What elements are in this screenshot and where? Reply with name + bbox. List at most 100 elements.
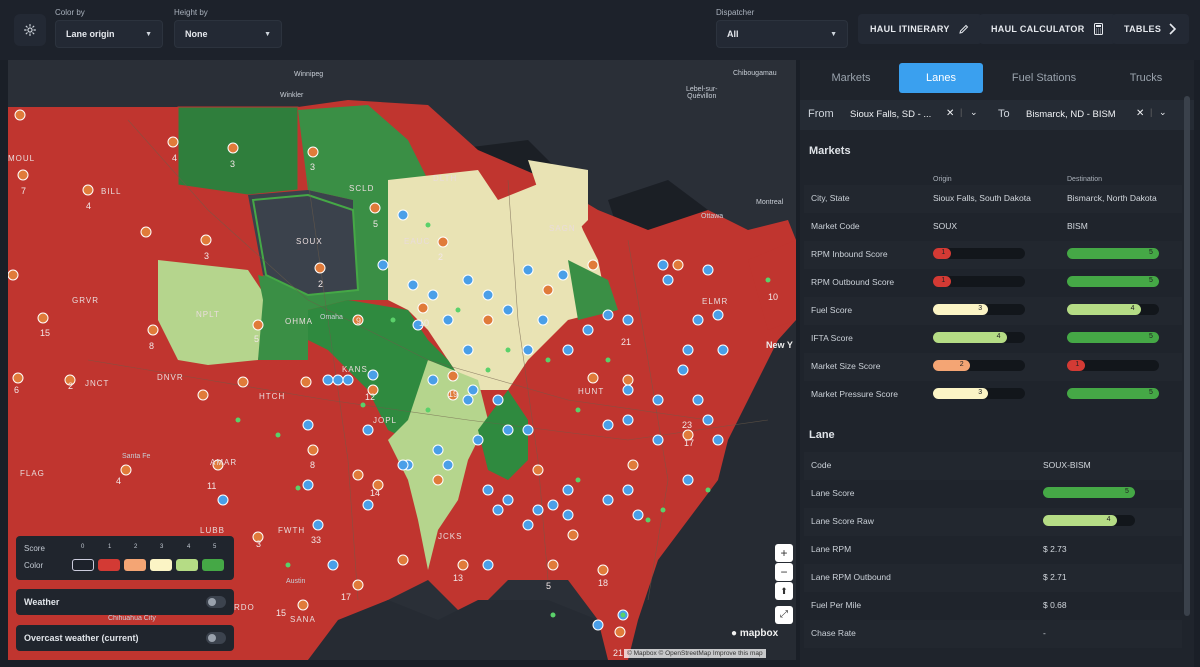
clear-to-icon[interactable]: ✕ [1136, 108, 1145, 119]
region-label: OHMA [285, 317, 313, 326]
dispatcher-select[interactable]: All ▼ [716, 20, 848, 48]
marker-count: 12 [365, 392, 376, 402]
clear-from-icon[interactable]: ✕ [946, 108, 955, 119]
city-winnipeg: Winnipeg [294, 71, 324, 78]
to-label: To [998, 108, 1010, 120]
score-number: 5 [1149, 249, 1153, 256]
score-number: 4 [1130, 305, 1135, 312]
chevron-down-icon[interactable]: ⌄ [970, 107, 978, 117]
height-by-value: None [185, 29, 208, 39]
row-label: RPM Inbound Score [811, 249, 888, 259]
compass-button[interactable]: ⬆ [775, 582, 793, 600]
city-omaha: Omaha [320, 314, 343, 321]
marker-count: 23 [682, 420, 693, 430]
score-number: 1 [1075, 361, 1080, 368]
tab-trucks[interactable]: Trucks [1129, 72, 1163, 84]
color-by-control: Color by Lane origin ▼ [55, 8, 163, 48]
score-number: 5 [1149, 277, 1153, 284]
haul-calculator-button[interactable]: HAUL CALCULATOR [979, 14, 1116, 44]
marker-count: 33 [311, 535, 322, 545]
weather-toggle[interactable] [206, 596, 226, 608]
marker-count: 21 [621, 337, 632, 347]
chevron-down-icon[interactable]: ⌄ [1159, 107, 1167, 117]
tables-label: TABLES [1124, 24, 1162, 34]
origin-value: SOUX [933, 221, 958, 231]
marker-count: 19 [448, 389, 459, 399]
mapbox-icon: ● [731, 628, 738, 639]
score-fill [933, 304, 989, 315]
dispatcher-label: Dispatcher [716, 8, 755, 17]
settings-button[interactable] [14, 14, 46, 46]
color-by-select[interactable]: Lane origin ▼ [55, 20, 163, 48]
region-label: GRVR [72, 296, 99, 305]
origin-header: Origin [933, 176, 952, 183]
score-label: Score [24, 544, 45, 553]
color-by-value: Lane origin [66, 29, 115, 39]
map-attribution[interactable]: © Mapbox © OpenStreetMap Improve this ma… [624, 649, 766, 658]
color-swatch-5 [202, 559, 224, 571]
lane-row-label: Fuel Per Mile [811, 600, 862, 610]
gear-icon [24, 24, 36, 36]
score-number: 5 [1125, 488, 1129, 495]
marker-count: 4 [116, 476, 122, 486]
marker-count: 13 [453, 573, 464, 583]
lane-row-value: $ 0.68 [1043, 600, 1067, 610]
marker-count: 5 [373, 219, 379, 229]
color-swatch-1 [98, 559, 120, 571]
city-chibougamau: Chibougamau [733, 70, 777, 77]
marker-count: 4 [86, 201, 92, 211]
marker-count: 4 [172, 153, 178, 163]
score-number: 3 [978, 389, 983, 396]
to-select[interactable]: Bismarck, ND - BISM [1026, 109, 1116, 120]
score-number: 2 [959, 361, 964, 368]
city-lebel: Lebel-sur- Quévillon [686, 86, 718, 100]
lane-section-title: Lane [809, 429, 835, 441]
marker-count: 2 [318, 279, 324, 289]
score-fill [933, 332, 1007, 343]
pencil-icon [959, 24, 968, 34]
region-label: EAUC [404, 237, 431, 246]
fullscreen-button[interactable]: ⤢ [775, 606, 793, 624]
color-by-label: Color by [55, 8, 85, 17]
region-label: MOUL [8, 154, 36, 163]
haul-itinerary-button[interactable]: HAUL ITINERARY [858, 14, 982, 44]
destination-score-bar: 5 [1067, 332, 1159, 343]
height-by-select[interactable]: None ▼ [174, 20, 282, 48]
score-fill [933, 360, 970, 371]
lane-row-label: Code [811, 460, 832, 470]
top-toolbar: Color by Lane origin ▼ Height by None ▼ … [0, 0, 1200, 60]
zoom-out-button[interactable]: − [775, 563, 793, 581]
truck-markers [217, 209, 729, 631]
marker-count: 15 [40, 328, 51, 338]
panel-scrollbar[interactable] [1184, 96, 1190, 616]
chevron-right-icon [1169, 23, 1177, 35]
city-ottawa: Ottawa [701, 213, 724, 220]
overcast-row: Overcast weather (current) [16, 625, 234, 651]
chevron-down-icon: ▼ [264, 30, 271, 38]
overcast-toggle[interactable] [206, 632, 226, 644]
tab-fuel-stations[interactable]: Fuel Stations [1011, 72, 1077, 84]
color-swatch-4 [176, 559, 198, 571]
score-fill [1067, 304, 1141, 315]
tables-button[interactable]: TABLES [1112, 14, 1190, 44]
fullscreen-icon: ⤢ [780, 609, 788, 620]
region-label: DNVR [157, 373, 184, 382]
region-label: JOPL [373, 416, 398, 425]
marker-count: 8 [310, 460, 316, 470]
score-value: 1 [108, 544, 112, 550]
score-value: 2 [134, 544, 138, 550]
row-label: Market Pressure Score [811, 389, 898, 399]
score-fill [1043, 515, 1117, 526]
zoom-in-button[interactable]: + [775, 544, 793, 562]
tab-lanes[interactable]: Lanes [899, 63, 983, 93]
tab-markets[interactable]: Markets [831, 72, 871, 84]
marker-count: 2 [68, 381, 74, 391]
lane-row-label: Lane RPM [811, 544, 852, 554]
region-label: JCKS [438, 532, 463, 541]
from-select[interactable]: Sioux Falls, SD - ... [850, 109, 932, 120]
marker-count: 10 [419, 318, 430, 328]
lane-row-value: SOUX-BISM [1043, 460, 1091, 470]
score-fill [1067, 276, 1159, 287]
score-fill [1067, 388, 1159, 399]
score-number: 1 [941, 277, 946, 284]
